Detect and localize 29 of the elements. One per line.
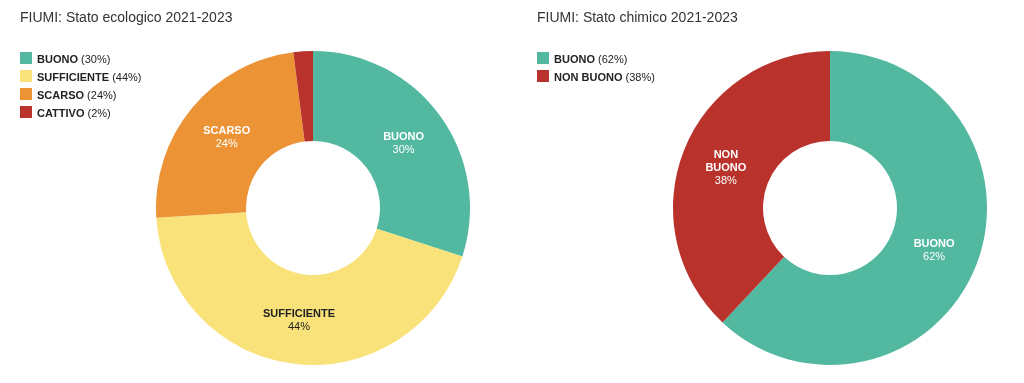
data-label: 62% <box>923 249 946 262</box>
slice-label: SUFFICIENTE <box>262 306 336 319</box>
slice-label: NON BUONO <box>705 147 747 173</box>
legend-label: NON BUONO <box>554 70 623 83</box>
slice-label: SCARSO <box>203 124 251 137</box>
data-label: 30% <box>392 142 415 155</box>
donut-slice <box>293 51 313 142</box>
slice-label: BUONO <box>383 129 425 142</box>
legend-label: BUONO <box>37 52 79 65</box>
text: (62%) <box>594 52 628 65</box>
slice-label: BUONO <box>913 236 956 249</box>
text: (30%) <box>77 52 111 65</box>
text: (38%) <box>622 70 655 83</box>
donut-slice <box>673 51 830 323</box>
legend-label: CATTIVO <box>37 106 85 119</box>
donut-slice <box>156 212 463 365</box>
legend-label: SUFFICIENTE <box>37 70 110 83</box>
donut-slice <box>156 52 305 218</box>
text: (2%) <box>84 106 111 119</box>
chart-title: FIUMI: Stato chimico 2021-2023 <box>537 9 738 25</box>
donut-slice <box>313 51 470 257</box>
text: (44%) <box>109 70 142 83</box>
data-label: 24% <box>215 137 238 150</box>
data-label: 44% <box>287 319 311 332</box>
text: (24%) <box>84 88 117 101</box>
data-label: 38% <box>714 173 738 186</box>
chart-title: FIUMI: Stato ecologico 2021-2023 <box>20 9 233 25</box>
legend-label: BUONO <box>554 52 596 65</box>
legend-label: SCARSO <box>37 88 85 101</box>
